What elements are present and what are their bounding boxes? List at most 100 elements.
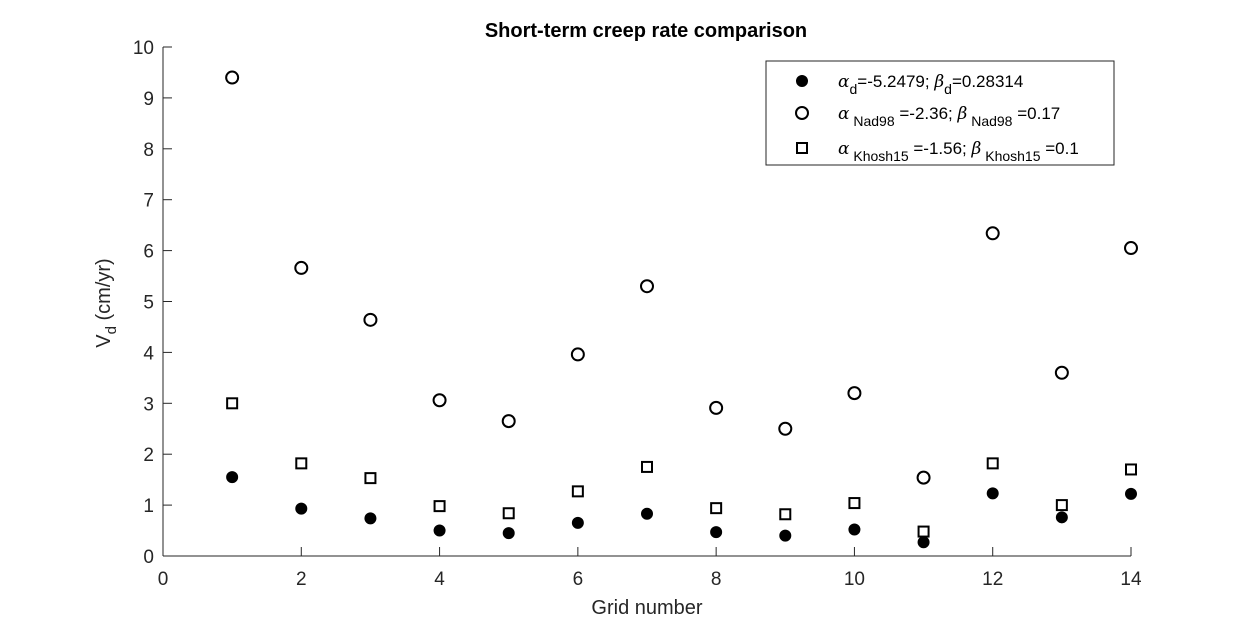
data-point-series-1 — [986, 487, 999, 500]
legend-text-part: Nad98 — [849, 113, 894, 129]
x-axis-label: Grid number — [591, 597, 702, 619]
legend-text-part: =0.1 — [1041, 139, 1079, 158]
y-tick-label: 2 — [143, 445, 154, 466]
data-point-series-3 — [1055, 499, 1068, 512]
data-point-series-1 — [848, 523, 861, 536]
legend-text-part: α — [838, 72, 850, 92]
data-point-series-3 — [1125, 463, 1137, 476]
data-point-series-3 — [226, 397, 239, 410]
x-tick-label: 4 — [434, 569, 445, 590]
y-tick-label: 8 — [143, 140, 154, 161]
legend-text-part: Khosh15 — [849, 148, 908, 164]
data-point-series-3 — [848, 497, 861, 510]
legend-text-part: =-5.2479; — [857, 72, 934, 91]
data-point-series-1 — [295, 502, 308, 515]
data-point-series-2 — [294, 260, 309, 275]
legend-text-part: d — [944, 81, 952, 97]
data-point-series-2 — [916, 470, 931, 485]
y-tick-label: 9 — [143, 89, 154, 110]
y-tick-label: 10 — [133, 38, 154, 59]
data-point-series-2 — [570, 347, 585, 362]
legend-marker-3 — [796, 142, 808, 154]
data-point-series-1 — [364, 512, 377, 525]
legend-entry-1: αd=-5.2479; βd=0.28314 — [796, 72, 1023, 97]
y-tick-label: 7 — [143, 191, 154, 212]
x-tick-label: 10 — [844, 569, 865, 590]
legend-text-part: =0.28314 — [952, 72, 1023, 91]
legend-text-part: d — [849, 81, 857, 97]
legend-text-part: =-2.36; — [895, 104, 958, 123]
legend-text-part: β — [971, 139, 982, 159]
data-point-series-2 — [778, 421, 793, 436]
legend-text-part: =0.17 — [1012, 104, 1060, 123]
series-2 — [225, 70, 1138, 485]
data-point-series-2 — [1054, 365, 1069, 380]
legend-label-1: αd=-5.2479; βd=0.28314 — [838, 72, 1023, 97]
data-point-series-3 — [295, 457, 308, 470]
data-point-series-1 — [1055, 511, 1068, 524]
x-tick-label: 0 — [158, 569, 169, 590]
x-tick-label: 8 — [711, 569, 722, 590]
legend-marker-1 — [796, 75, 808, 87]
legend-label-2: α Nad98 =-2.36; β Nad98 =0.17 — [838, 104, 1060, 129]
data-point-series-3 — [502, 507, 515, 520]
data-point-series-1 — [502, 527, 515, 540]
y-tick-label: 1 — [143, 496, 154, 517]
data-point-series-2 — [363, 312, 378, 327]
legend-text-part: α — [838, 139, 850, 159]
data-point-series-2 — [709, 400, 724, 415]
data-point-series-3 — [364, 472, 377, 485]
data-point-series-1 — [641, 507, 653, 520]
legend-marker-2 — [795, 106, 809, 120]
legend-label-3: α Khosh15 =-1.56; β Khosh15 =0.1 — [838, 139, 1079, 164]
data-point-series-2 — [225, 70, 240, 85]
x-tick-label: 14 — [1120, 569, 1142, 590]
data-point-series-1 — [226, 471, 239, 484]
data-point-series-1 — [571, 516, 584, 529]
legend-text-part: β — [957, 104, 968, 124]
y-axis-label-subscript: d — [103, 326, 120, 334]
data-point-series-2 — [640, 279, 654, 294]
data-point-series-1 — [1125, 487, 1137, 500]
legend-entry-3: α Khosh15 =-1.56; β Khosh15 =0.1 — [796, 139, 1079, 164]
y-tick-label: 6 — [143, 242, 154, 263]
data-point-series-1 — [433, 524, 446, 537]
y-axis-label-unit: (cm/yr) — [93, 258, 115, 326]
legend-entry-2: α Nad98 =-2.36; β Nad98 =0.17 — [795, 104, 1060, 129]
chart-title: Short-term creep rate comparison — [485, 20, 807, 42]
legend-text-part: Nad98 — [967, 113, 1012, 129]
data-point-series-3 — [710, 502, 723, 515]
y-axis-label-main: V — [93, 334, 115, 348]
x-tick-label: 6 — [573, 569, 584, 590]
data-point-series-3 — [917, 525, 930, 538]
x-tick-label: 12 — [982, 569, 1003, 590]
data-point-series-1 — [710, 526, 723, 539]
legend-box — [765, 60, 1115, 166]
data-point-series-1 — [917, 536, 930, 549]
series-1 — [226, 471, 1137, 549]
y-tick-label: 3 — [143, 394, 154, 415]
legend-text-part: α — [838, 104, 850, 124]
data-point-series-2 — [847, 386, 862, 401]
data-point-series-3 — [571, 485, 584, 498]
legend-text-part: Khosh15 — [981, 148, 1040, 164]
series-3 — [226, 397, 1137, 538]
y-tick-label: 4 — [143, 343, 154, 364]
x-tick-label: 2 — [296, 569, 307, 590]
data-point-series-2 — [501, 414, 516, 429]
y-tick-label: 0 — [143, 547, 154, 568]
data-point-series-1 — [779, 529, 792, 542]
data-point-series-2 — [1124, 241, 1138, 256]
data-point-series-3 — [641, 460, 653, 473]
data-point-series-2 — [432, 393, 447, 408]
data-point-series-3 — [986, 457, 999, 470]
data-point-series-3 — [779, 508, 792, 521]
legend-text-part: β — [933, 72, 944, 92]
data-markers — [225, 70, 1138, 549]
y-tick-label: 5 — [143, 293, 154, 314]
data-point-series-3 — [433, 500, 446, 513]
y-axis-label: Vd (cm/yr) — [93, 258, 120, 347]
